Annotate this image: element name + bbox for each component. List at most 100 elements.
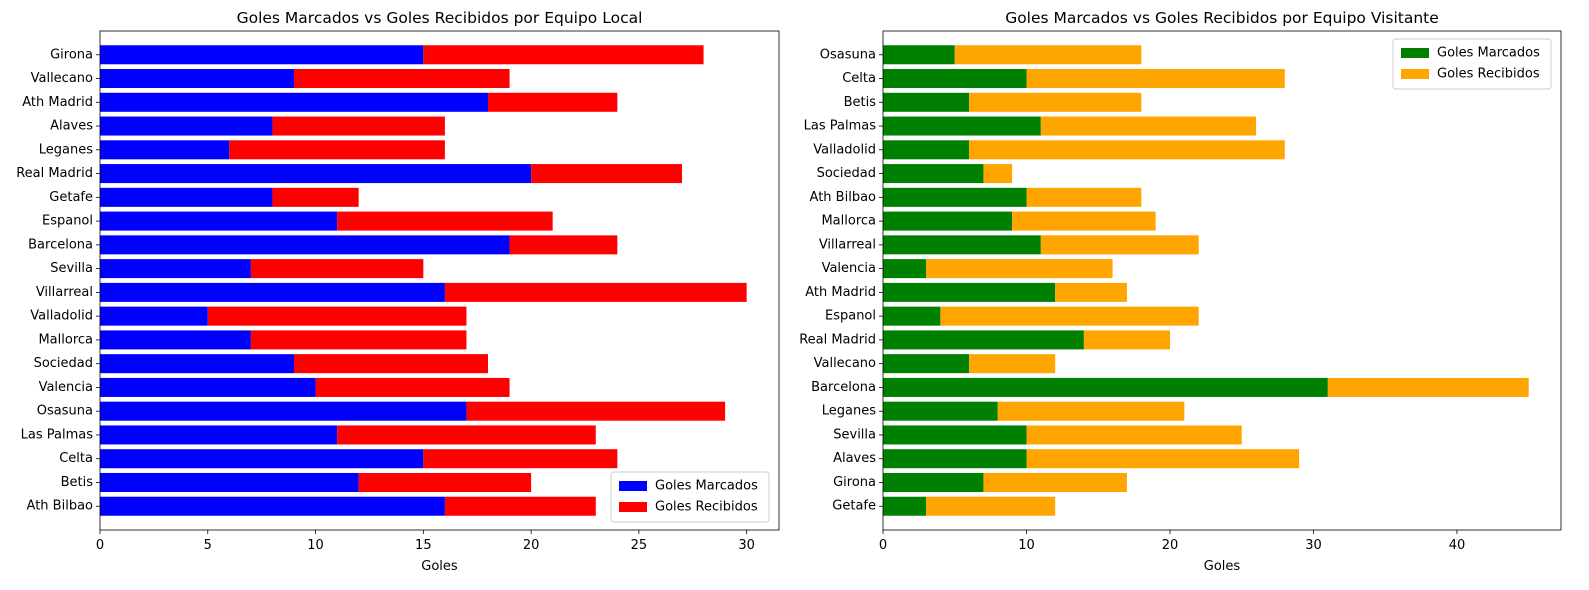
- legend: Goles Marcados Goles Recibidos: [610, 471, 770, 523]
- bar-conceded-real-madrid: [531, 164, 682, 184]
- bar-conceded-girona: [983, 472, 1127, 492]
- y-tick-label: Mallorca: [38, 332, 93, 347]
- bar-conceded-ath-bilbao: [1026, 187, 1142, 207]
- y-tick-label: Ath Bilbao: [810, 190, 876, 205]
- bar-scored-espanol: [883, 306, 941, 326]
- bar-conceded-betis: [358, 472, 532, 492]
- bar-conceded-sevilla: [1026, 425, 1242, 445]
- bar-conceded-osasuna: [466, 401, 726, 421]
- bar-conceded-valencia: [315, 377, 510, 397]
- y-tick-label: Valencia: [39, 380, 93, 395]
- x-tick-label: 10: [307, 538, 324, 553]
- y-tick-label: Vallecano: [814, 356, 876, 371]
- bar-conceded-ath-bilbao: [444, 496, 596, 516]
- chart-local-goals: Ath Bilbao Betis Celta Las Palmas Osasuna Val…: [16, 9, 780, 574]
- bar-conceded-espanol: [940, 306, 1199, 326]
- bar-scored-sociedad: [100, 354, 294, 374]
- legend: Goles Marcados Goles Recibidos: [1392, 38, 1552, 90]
- bar-scored-valencia: [100, 377, 316, 397]
- bar-conceded-girona: [423, 45, 704, 65]
- y-tick-label: Las Palmas: [21, 427, 94, 442]
- bar-conceded-las-palmas: [337, 425, 596, 445]
- bar-conceded-mallorca: [250, 330, 467, 350]
- y-tick-label: Sociedad: [34, 356, 93, 371]
- bar-conceded-ath-madrid: [488, 92, 618, 112]
- y-tick-label: Osasuna: [37, 404, 93, 419]
- bar-scored-vallecano: [883, 354, 970, 374]
- bar-scored-ath-madrid: [100, 92, 488, 112]
- bar-conceded-vallecano: [969, 354, 1056, 374]
- bar-conceded-valencia: [926, 259, 1113, 279]
- y-tick-label: Real Madrid: [799, 332, 876, 347]
- bar-scored-ath-bilbao: [100, 496, 445, 516]
- x-tick-label: 0: [96, 538, 104, 553]
- bar-conceded-valladolid: [207, 306, 467, 326]
- y-tick-label: Vallecano: [31, 71, 93, 86]
- chart-title: Goles Marcados vs Goles Recibidos por Eq…: [1005, 9, 1439, 27]
- bar-scored-mallorca: [100, 330, 251, 350]
- y-tick-label: Mallorca: [821, 214, 876, 229]
- bar-scored-girona: [883, 472, 984, 492]
- bar-scored-leganes: [100, 140, 230, 160]
- bar-conceded-sociedad: [294, 354, 488, 374]
- chart-away-goals: Getafe Girona Alaves Sevilla Leganes Barcelon…: [799, 9, 1562, 574]
- bar-scored-vallecano: [100, 69, 294, 89]
- bar-scored-girona: [100, 45, 424, 65]
- y-tick-label: Sociedad: [817, 166, 876, 181]
- bar-scored-valencia: [883, 259, 927, 279]
- bar-conceded-ath-madrid: [1055, 282, 1127, 302]
- y-tick-label: Alaves: [833, 451, 876, 466]
- bar-conceded-getafe: [272, 187, 359, 207]
- y-tick-label: Celta: [59, 451, 93, 466]
- x-tick-label: 30: [738, 538, 755, 553]
- x-tick-label: 25: [631, 538, 648, 553]
- x-tick-label: 20: [523, 538, 540, 553]
- y-tick-label: Girona: [50, 47, 93, 62]
- bar-conceded-sociedad: [983, 164, 1013, 184]
- y-tick-label: Girona: [833, 475, 876, 490]
- bar-scored-celta: [100, 449, 424, 469]
- bar-conceded-villarreal: [1040, 235, 1199, 255]
- bar-conceded-alaves: [272, 116, 445, 136]
- y-tick-label: Las Palmas: [804, 119, 877, 134]
- bar-scored-osasuna: [883, 45, 955, 65]
- bar-conceded-vallecano: [294, 69, 510, 89]
- legend-swatch: [1401, 48, 1429, 58]
- bar-scored-villarreal: [100, 282, 445, 302]
- bar-scored-getafe: [100, 187, 273, 207]
- legend-label: Goles Recibidos: [1437, 67, 1540, 82]
- bar-conceded-betis: [969, 92, 1142, 112]
- bar-scored-betis: [883, 92, 970, 112]
- bar-conceded-barcelona: [1327, 377, 1529, 397]
- y-tick-label: Osasuna: [820, 47, 876, 62]
- y-tick-label: Leganes: [39, 142, 93, 157]
- y-tick-label: Villarreal: [36, 285, 93, 300]
- y-tick-label: Alaves: [50, 119, 93, 134]
- bar-scored-osasuna: [100, 401, 467, 421]
- bar-scored-getafe: [883, 496, 927, 516]
- bar-scored-valladolid: [100, 306, 208, 326]
- y-tick-label: Real Madrid: [16, 166, 93, 181]
- legend-swatch: [619, 502, 647, 512]
- y-tick-label: Valencia: [822, 261, 876, 276]
- x-tick-label: 20: [1162, 538, 1179, 553]
- bar-conceded-leganes: [229, 140, 445, 160]
- y-tick-label: Villarreal: [819, 237, 876, 252]
- y-tick-label: Sevilla: [50, 261, 93, 276]
- y-tick-label: Barcelona: [28, 237, 93, 252]
- y-tick-label: Valladolid: [813, 142, 876, 157]
- bar-conceded-leganes: [997, 401, 1185, 421]
- bar-scored-sociedad: [883, 164, 984, 184]
- bar-conceded-alaves: [1026, 449, 1300, 469]
- bar-conceded-mallorca: [1012, 211, 1156, 231]
- y-tick-label: Celta: [842, 71, 876, 86]
- legend-label: Goles Recibidos: [655, 500, 758, 515]
- bar-scored-valladolid: [883, 140, 970, 160]
- y-tick-label: Valladolid: [30, 309, 93, 324]
- bar-scored-ath-bilbao: [883, 187, 1027, 207]
- y-tick-label: Ath Madrid: [22, 95, 93, 110]
- bar-conceded-celta: [423, 449, 618, 469]
- bar-conceded-barcelona: [509, 235, 618, 255]
